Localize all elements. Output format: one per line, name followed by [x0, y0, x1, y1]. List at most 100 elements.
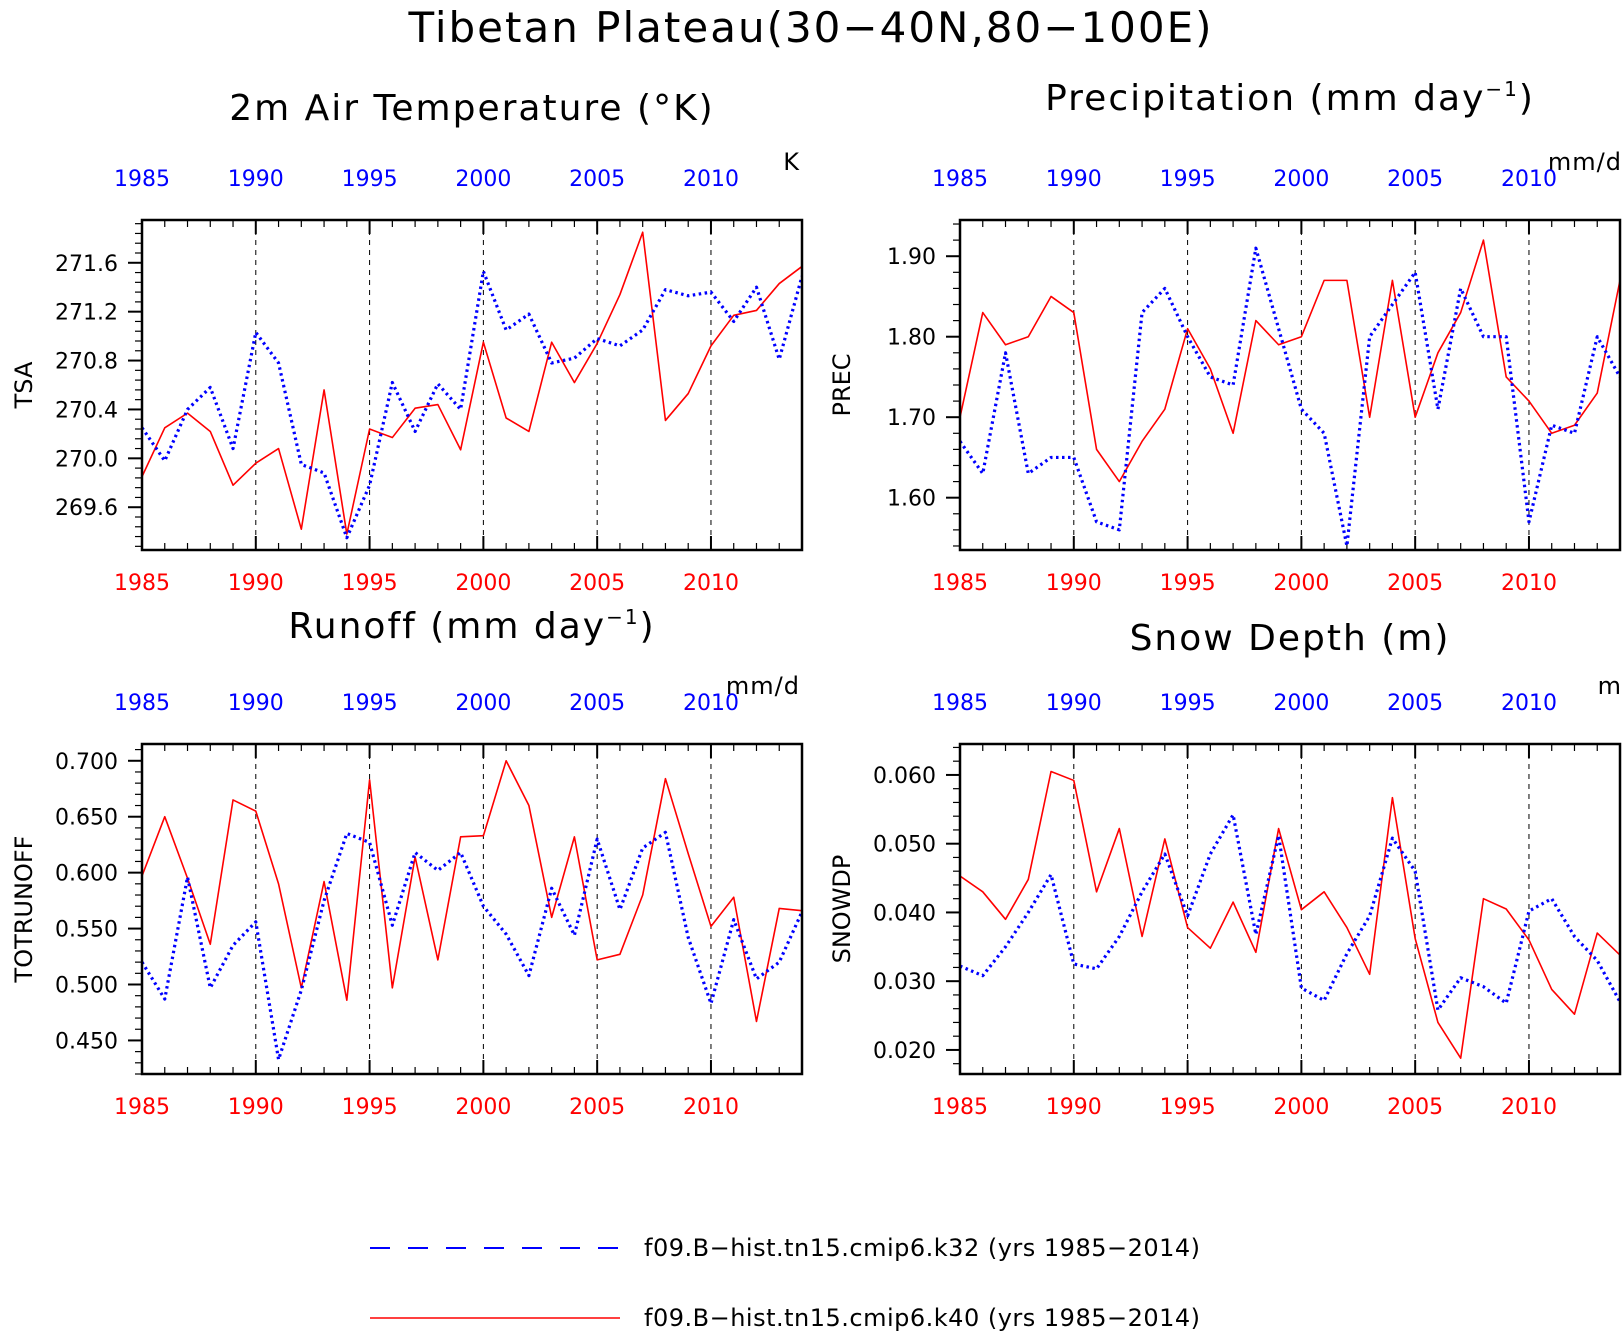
y-tick-label: 0.040 [873, 901, 936, 926]
y-tick-label: 0.020 [873, 1039, 936, 1064]
y-tick-label: 271.6 [55, 252, 118, 277]
x-tick-label-top: 2010 [1501, 691, 1557, 716]
y-tick-label: 1.60 [887, 487, 936, 512]
x-tick-label-top: 2005 [569, 167, 625, 192]
x-tick-label-bottom: 1995 [1160, 1095, 1216, 1120]
series-line-k40 [960, 239, 1620, 483]
x-tick-label-top: 1985 [932, 691, 988, 716]
x-tick-label-bottom: 2010 [683, 571, 739, 596]
x-tick-label-bottom: 1995 [1160, 571, 1216, 596]
panel-title-tail: ) [1519, 78, 1535, 119]
panel-title: Precipitation (mm day−1) [1045, 77, 1535, 119]
x-tick-label-bottom: 1985 [932, 1095, 988, 1120]
x-tick-label-bottom: 2000 [455, 571, 511, 596]
series-group [960, 770, 1620, 1059]
x-tick-label-top: 1990 [228, 691, 284, 716]
x-tick-label-top: 2010 [683, 691, 739, 716]
x-tick-label-top: 2000 [455, 691, 511, 716]
x-tick-label-bottom: 1995 [342, 571, 398, 596]
x-tick-label-bottom: 1990 [1046, 1095, 1102, 1120]
figure-title: Tibetan Plateau(30−40N,80−100E) [407, 3, 1213, 52]
x-tick-label-bottom: 2000 [1273, 1095, 1329, 1120]
y-tick-label: 271.2 [55, 301, 118, 326]
series-group [960, 239, 1620, 548]
y-tick-label: 0.500 [55, 974, 118, 999]
y-tick-label: 270.4 [55, 398, 118, 423]
series-line-k32 [142, 830, 802, 1062]
y-axis-label: TOTRUNOFF [10, 836, 38, 984]
x-tick-label-bottom: 2005 [569, 1095, 625, 1120]
x-tick-label-bottom: 1990 [228, 1095, 284, 1120]
x-tick-label-top: 2010 [1501, 167, 1557, 192]
y-axis-label: PREC [828, 353, 856, 416]
plot-frame [958, 218, 1622, 552]
panel-title: Snow Depth (m) [1130, 618, 1451, 659]
x-tick-label-bottom: 1995 [342, 1095, 398, 1120]
x-tick-label-bottom: 2010 [1501, 571, 1557, 596]
y-tick-label: 269.6 [55, 496, 118, 521]
x-tick-label-bottom: 1990 [1046, 571, 1102, 596]
y-tick-label: 0.550 [55, 918, 118, 943]
y-tick-label: 0.650 [55, 806, 118, 831]
series-line-k40 [960, 770, 1620, 1059]
series-line-k40 [142, 231, 802, 535]
y-tick-label: 270.0 [55, 447, 118, 472]
panel-title-tail: ) [640, 606, 656, 647]
series-line-k32 [142, 269, 802, 540]
x-tick-label-top: 1985 [932, 167, 988, 192]
series-group [142, 759, 802, 1062]
x-tick-label-bottom: 2005 [1387, 1095, 1443, 1120]
y-tick-label: 0.700 [55, 750, 118, 775]
x-tick-label-top: 2000 [455, 167, 511, 192]
y-axis-label: TSA [10, 361, 38, 409]
series-line-k40 [142, 759, 802, 1023]
x-tick-label-top: 1990 [1046, 167, 1102, 192]
x-tick-label-bottom: 2000 [1273, 571, 1329, 596]
x-tick-label-top: 2010 [683, 167, 739, 192]
series-line-k32 [960, 813, 1620, 1012]
legend-label-k32: f09.B−hist.tn15.cmip6.k32 (yrs 1985−2014… [644, 1234, 1201, 1262]
x-tick-label-top: 1990 [228, 167, 284, 192]
panel-snow-depth: Snow Depth (m) m SNOWDP 1985 1985 1990 1990 199… [828, 618, 1622, 1120]
y-tick-label: 0.060 [873, 764, 936, 789]
x-tick-label-bottom: 2010 [1501, 1095, 1557, 1120]
x-tick-label-top: 1995 [1160, 691, 1216, 716]
units-label: K [783, 148, 800, 176]
x-tick-label-top: 1995 [342, 167, 398, 192]
x-tick-label-bottom: 1985 [114, 571, 170, 596]
y-tick-label: 0.600 [55, 862, 118, 887]
units-label: mm/d [726, 672, 800, 700]
y-axis-label: SNOWDP [828, 855, 856, 964]
legend-label-k40: f09.B−hist.tn15.cmip6.k40 (yrs 1985−2014… [644, 1304, 1201, 1332]
x-tick-label-top: 1995 [1160, 167, 1216, 192]
y-tick-label: 1.90 [887, 245, 936, 270]
plot-frame [140, 742, 804, 1076]
panel-runoff: Runoff (mm day−1) mm/d TOTRUNOFF 1985 1985 19… [10, 605, 804, 1120]
panel-title-superscript: −1 [606, 605, 639, 629]
y-tick-label: 0.030 [873, 970, 936, 995]
x-tick-label-top: 1985 [114, 691, 170, 716]
units-label: m [1598, 672, 1622, 700]
panel-precipitation: Precipitation (mm day−1) mm/d PREC 1985 1985… [828, 77, 1622, 596]
x-tick-label-bottom: 1985 [114, 1095, 170, 1120]
plot-frame [958, 742, 1622, 1076]
panel-title-main: Runoff (mm day [288, 606, 606, 647]
panel-title-main: Snow Depth (m) [1130, 618, 1451, 659]
panel-title-main: 2m Air Temperature (°K) [229, 88, 714, 129]
x-tick-label-top: 2000 [1273, 167, 1329, 192]
panel-air-temperature: 2m Air Temperature (°K) K TSA 1985 1985 1990 1… [10, 88, 804, 596]
plot-frame [140, 218, 804, 552]
x-tick-label-top: 2005 [1387, 691, 1443, 716]
x-tick-label-bottom: 2005 [569, 571, 625, 596]
panel-title: Runoff (mm day−1) [288, 605, 655, 647]
panel-title-superscript: −1 [1485, 77, 1518, 101]
series-line-k32 [960, 246, 1620, 548]
x-tick-label-bottom: 1990 [228, 571, 284, 596]
panel-title-main: Precipitation (mm day [1045, 78, 1485, 119]
panel-title: 2m Air Temperature (°K) [229, 88, 714, 129]
x-tick-label-top: 1995 [342, 691, 398, 716]
y-tick-label: 1.70 [887, 406, 936, 431]
x-tick-label-bottom: 1985 [932, 571, 988, 596]
x-tick-label-top: 2005 [569, 691, 625, 716]
